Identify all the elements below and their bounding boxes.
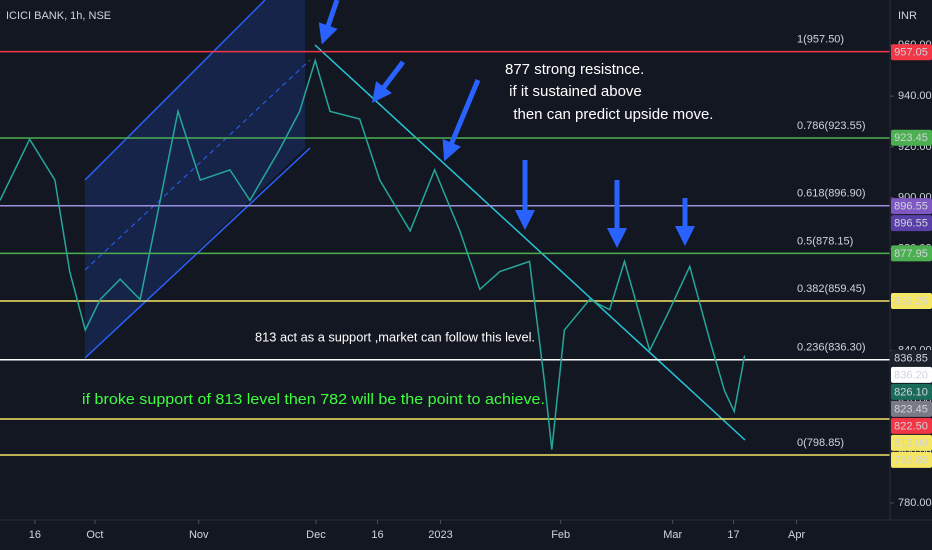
x-tick-label: Mar <box>663 529 682 541</box>
channel-mid <box>84 59 311 271</box>
arrow <box>442 79 481 162</box>
y-tick-label: 940.00 <box>898 90 932 102</box>
price-tag-label: 877.95 <box>894 248 928 260</box>
channel-fill <box>85 0 305 358</box>
annotation: 813 act as a support ,market can follow … <box>255 329 535 344</box>
fib-label: 0.382(859.45) <box>797 283 866 295</box>
price-tag-label: 798.85 <box>894 454 928 466</box>
price-tag-label: 859.25 <box>894 295 928 307</box>
price-tag <box>891 245 932 262</box>
trend-line <box>314 44 746 441</box>
price-tag-label: 813.00 <box>894 437 928 449</box>
chart-title: ICICI BANK, 1h, NSE <box>6 10 111 22</box>
price-tag-label: 896.55 <box>894 201 928 213</box>
annotation: 877 strong resistnce. <box>505 61 644 78</box>
x-tick-label: 2023 <box>428 529 452 541</box>
annotation: if broke support of 813 level then 782 w… <box>82 391 545 408</box>
arrows <box>318 0 695 248</box>
price-tag <box>891 129 932 146</box>
fib-label: 0.5(878.15) <box>797 235 853 247</box>
price-tag-label: 826.10 <box>894 386 928 398</box>
x-tick-label: Dec <box>306 529 326 541</box>
fib-label: 0.618(896.90) <box>797 188 866 200</box>
price-tag <box>891 366 932 383</box>
price-tag-label: 822.50 <box>894 420 928 432</box>
x-tick-label: Oct <box>86 529 103 541</box>
x-tick-label: Apr <box>788 529 805 541</box>
price-tag <box>891 292 932 309</box>
fib-label: 1(957.50) <box>797 34 844 46</box>
x-tick-label: 16 <box>29 529 41 541</box>
channel-upper <box>84 0 266 181</box>
price-line <box>0 57 746 450</box>
price-tag <box>891 451 932 468</box>
price-tag-label: 836.85 <box>894 352 928 364</box>
price-tag <box>891 215 932 232</box>
price-tag-label: 823.45 <box>894 403 928 415</box>
arrow <box>318 0 340 45</box>
fib-label: 0(798.85) <box>797 437 844 449</box>
price-tag <box>891 400 932 417</box>
price-tag-label: 923.45 <box>894 132 928 144</box>
price-tag <box>891 417 932 434</box>
price-tag <box>891 349 932 366</box>
fib-label: 0.786(923.55) <box>797 120 866 132</box>
currency: INR <box>898 10 917 22</box>
annotation: then can predict upside move. <box>505 106 713 123</box>
x-tick-label: 16 <box>371 529 383 541</box>
price-tag <box>891 383 932 400</box>
price-tag <box>891 434 932 451</box>
annotation: if it sustained above <box>505 83 642 100</box>
price-tag <box>891 44 932 61</box>
x-tick-label: Feb <box>551 529 570 541</box>
x-tick-label: 17 <box>727 529 739 541</box>
x-tick-label: Nov <box>189 529 209 541</box>
y-tick-label: 780.00 <box>898 497 932 509</box>
price-tag-label: 836.20 <box>894 369 928 381</box>
arrow <box>371 60 405 103</box>
price-tag <box>891 198 932 215</box>
price-tag-label: 957.05 <box>894 47 928 59</box>
drawings <box>0 0 890 456</box>
price-tag-label: 896.55 <box>894 218 928 230</box>
fib-label: 0.236(836.30) <box>797 342 866 354</box>
